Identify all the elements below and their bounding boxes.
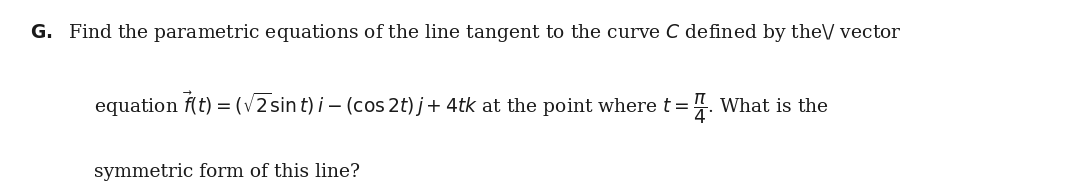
Text: $\mathbf{G.}$  Find the parametric equations of the line tangent to the curve $C: $\mathbf{G.}$ Find the parametric equati… [30,22,901,44]
Text: symmetric form of this line?: symmetric form of this line? [94,163,360,181]
Text: equation $\vec{f}(t) = (\sqrt{2}\sin t)\,\mathit{i} - (\cos 2t)\,\mathit{j} + 4t: equation $\vec{f}(t) = (\sqrt{2}\sin t)\… [94,89,829,126]
